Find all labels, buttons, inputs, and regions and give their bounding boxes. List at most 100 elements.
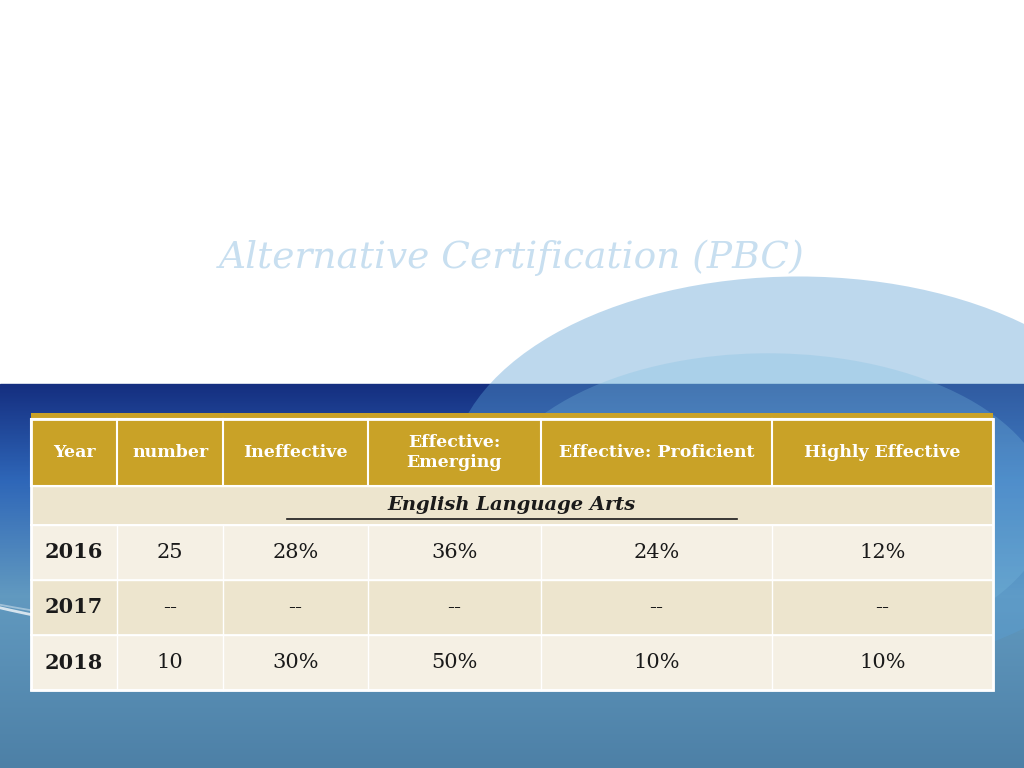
Bar (0, 442, 1024, 443)
Bar (0, 428, 1024, 429)
Bar (0, 677, 1024, 678)
Text: Highly Effective: Highly Effective (804, 444, 961, 461)
Bar (0, 412, 1024, 413)
Bar (0, 672, 1024, 674)
Bar (0, 482, 1024, 484)
Bar (0, 422, 1024, 424)
Bar (0, 415, 1024, 416)
Bar (0, 582, 1024, 584)
Text: Ineffective: Ineffective (243, 444, 348, 461)
Bar (0, 621, 1024, 622)
Bar (0, 576, 1024, 578)
Bar (0, 458, 1024, 459)
Bar (0, 559, 1024, 561)
Bar (0, 413, 1024, 415)
Bar (0, 703, 1024, 704)
Bar (0, 419, 1024, 420)
Bar (0, 737, 1024, 739)
Bar (0, 420, 1024, 421)
Bar (0, 480, 1024, 482)
Bar (0, 608, 1024, 609)
Bar (0, 730, 1024, 731)
Bar (0, 622, 1024, 624)
Bar (0, 678, 1024, 680)
Bar (0, 723, 1024, 724)
Bar (0, 425, 1024, 426)
Bar (0, 718, 1024, 720)
Bar (0, 693, 1024, 694)
Bar (0, 705, 1024, 707)
Text: 28%: 28% (272, 543, 318, 561)
Text: 2016: 2016 (45, 542, 103, 562)
Bar (0, 564, 1024, 566)
Bar (0, 470, 1024, 471)
Bar (0, 662, 1024, 663)
Bar (0, 639, 1024, 640)
Bar (0, 605, 1024, 607)
Bar (0, 406, 1024, 407)
Bar (0, 640, 1024, 641)
Bar (0, 466, 1024, 467)
Bar (0, 736, 1024, 737)
Bar (0, 484, 1024, 485)
Bar (0, 513, 1024, 515)
Bar (0, 681, 1024, 682)
Text: Effective:
Emerging: Effective: Emerging (407, 434, 502, 471)
Bar (0, 434, 1024, 435)
Bar (0, 568, 1024, 570)
Bar (0, 614, 1024, 616)
Bar (0, 388, 1024, 389)
Bar (0, 753, 1024, 754)
Bar (0, 426, 1024, 428)
Bar (31, 419, 993, 486)
Bar (0, 438, 1024, 439)
Bar (0, 724, 1024, 726)
Bar (0, 754, 1024, 755)
Bar (0, 443, 1024, 444)
Text: 10: 10 (157, 654, 183, 672)
Bar (0, 759, 1024, 760)
Bar (0, 449, 1024, 451)
Bar (0, 764, 1024, 766)
Bar (0, 620, 1024, 621)
Bar (0, 690, 1024, 691)
Bar (0, 540, 1024, 541)
Bar (0, 555, 1024, 557)
Bar (0, 666, 1024, 667)
Bar (0, 493, 1024, 494)
Bar (0, 435, 1024, 436)
Bar (0, 740, 1024, 741)
Bar (0, 405, 1024, 406)
Bar (0, 488, 1024, 489)
Bar (0, 465, 1024, 466)
Bar (0, 650, 1024, 651)
Bar (0, 680, 1024, 681)
Bar (0, 566, 1024, 567)
Bar (0, 593, 1024, 594)
Text: --: -- (876, 598, 890, 617)
Bar (0, 398, 1024, 399)
Text: 12%: 12% (859, 543, 906, 561)
Bar (0, 647, 1024, 649)
Text: --: -- (649, 598, 664, 617)
Bar (0, 384, 1024, 386)
Bar (0, 613, 1024, 614)
Bar (0, 567, 1024, 568)
Bar (0, 530, 1024, 531)
Bar (0, 578, 1024, 580)
Bar (0, 763, 1024, 764)
Bar (0, 453, 1024, 455)
Text: 50%: 50% (431, 654, 477, 672)
Bar (0, 390, 1024, 392)
Bar (0, 603, 1024, 604)
Bar (0, 655, 1024, 657)
Bar (0, 509, 1024, 511)
Bar (0, 651, 1024, 653)
Bar (0, 585, 1024, 586)
Bar (0, 444, 1024, 445)
Bar (0, 563, 1024, 564)
Text: 2017: 2017 (45, 598, 103, 617)
Bar (0, 663, 1024, 664)
Text: Year: Year (52, 444, 95, 461)
Bar (0, 451, 1024, 452)
